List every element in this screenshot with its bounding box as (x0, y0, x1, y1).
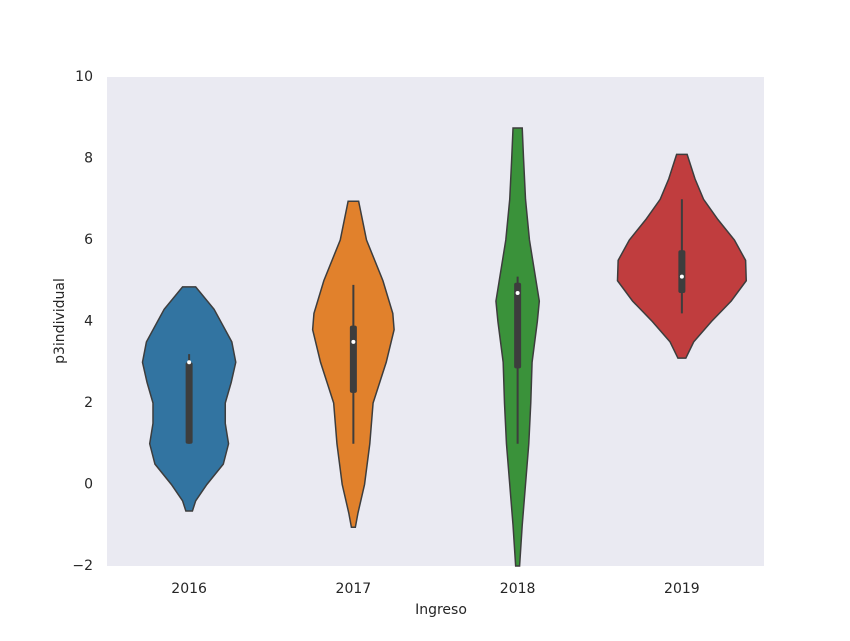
x-tick-label: 2016 (171, 581, 207, 597)
median (679, 274, 684, 279)
median (187, 360, 192, 365)
y-tick-label: 6 (84, 232, 93, 248)
iqr-box (185, 362, 193, 444)
x-tick-label: 2019 (664, 581, 700, 597)
y-tick-label: 4 (84, 314, 93, 330)
y-tick-label: −2 (72, 558, 93, 574)
median (515, 290, 520, 295)
x-axis-label: Ingreso (415, 602, 467, 618)
y-axis-label: p3individual (52, 278, 68, 364)
median (351, 339, 356, 344)
y-tick-label: 8 (84, 151, 93, 167)
x-tick-label: 2017 (336, 581, 372, 597)
iqr-box (349, 325, 357, 393)
iqr-box (678, 250, 686, 293)
iqr-box (514, 282, 522, 369)
y-tick-label: 0 (84, 477, 93, 493)
y-tick-label: 10 (75, 69, 93, 85)
x-tick-label: 2018 (500, 581, 536, 597)
y-tick-label: 2 (84, 395, 93, 411)
